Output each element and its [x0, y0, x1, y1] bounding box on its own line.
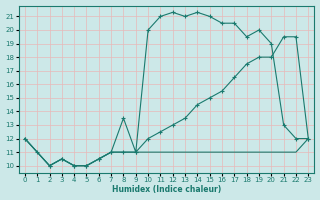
X-axis label: Humidex (Indice chaleur): Humidex (Indice chaleur): [112, 185, 221, 194]
